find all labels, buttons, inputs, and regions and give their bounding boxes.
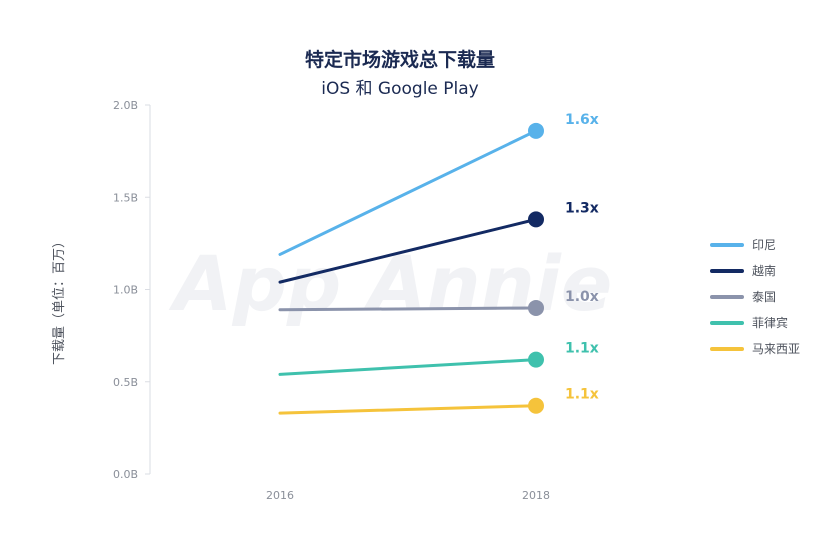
- watermark-text: App Annie: [169, 239, 613, 328]
- y-axis: 0.0B 0.5B 1.0B 1.5B 2.0B: [113, 99, 151, 481]
- series-line: [278, 306, 538, 312]
- series-end-point: [528, 211, 544, 228]
- series-end-point: [528, 351, 544, 368]
- legend-label: 泰国: [752, 290, 776, 304]
- growth-label: 1.0x: [565, 289, 599, 305]
- y-axis-label: 下载量（单位：百万）: [52, 235, 67, 365]
- y-tick-label: 0.0B: [113, 468, 138, 481]
- series-line: [278, 217, 538, 284]
- series-end-point: [528, 397, 544, 414]
- legend-label: 菲律宾: [752, 315, 788, 330]
- series-line: [278, 129, 538, 256]
- growth-label: 1.1x: [565, 387, 599, 403]
- x-axis: 2016 2018: [266, 489, 550, 502]
- series-end-point: [528, 299, 544, 316]
- legend-label: 马来西亚: [752, 342, 800, 356]
- x-tick-label: 2018: [522, 489, 550, 502]
- legend-label: 越南: [752, 263, 776, 278]
- series-line: [278, 404, 538, 415]
- chart-title: 特定市场游戏总下载量: [305, 48, 495, 71]
- y-tick-label: 1.5B: [113, 191, 138, 204]
- growth-label: 1.6x: [565, 112, 599, 128]
- chart-subtitle: iOS 和 Google Play: [321, 79, 479, 99]
- x-tick-label: 2016: [266, 489, 294, 502]
- legend-label: 印尼: [752, 238, 776, 252]
- y-tick-label: 0.5B: [113, 376, 138, 389]
- y-tick-label: 1.0B: [113, 284, 138, 297]
- y-tick-label: 2.0B: [113, 99, 138, 112]
- series-line: [278, 358, 538, 376]
- growth-label: 1.3x: [565, 200, 599, 216]
- series-layer: 1.6x 1.3x 1.0x 1.1x 1.1x: [278, 112, 599, 415]
- series-end-point: [528, 122, 544, 139]
- growth-label: 1.1x: [565, 341, 599, 357]
